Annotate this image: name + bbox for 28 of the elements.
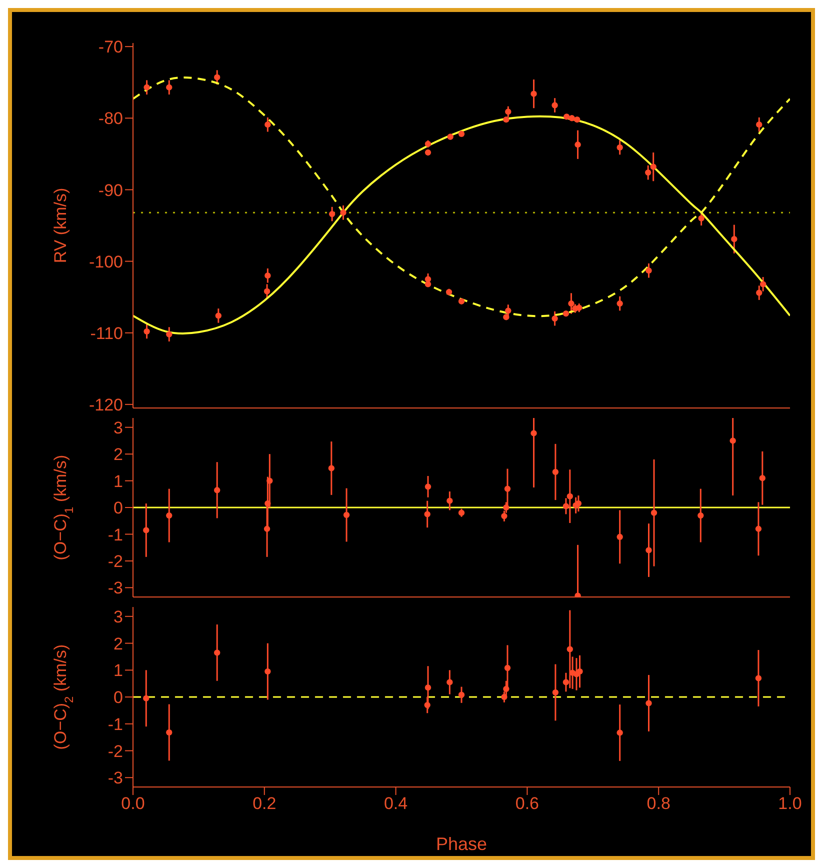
x-tick-label: 0.4: [384, 794, 408, 814]
y-tick-label: -2: [108, 742, 123, 761]
y-tick-label: -110: [90, 324, 123, 343]
y-tick-label: 1: [114, 661, 123, 680]
y-axis-title: RV (km/s): [51, 188, 70, 264]
y-tick-label: -2: [108, 552, 123, 571]
y-tick-label: 2: [114, 445, 123, 464]
y-tick-label: 2: [114, 634, 123, 654]
y-tick-label: -3: [108, 578, 123, 598]
y-tick-label: 1: [114, 472, 123, 491]
x-tick-label: 0.8: [646, 794, 670, 814]
y-tick-label: -90: [98, 180, 123, 200]
y-tick-label: -1: [108, 714, 123, 734]
x-tick-label: 1.0: [778, 794, 802, 814]
y-tick-label: -70: [98, 38, 123, 57]
y-tick-label: 3: [114, 607, 123, 626]
y-tick-label: -120: [88, 395, 123, 414]
y-tick-label: -3: [108, 768, 123, 788]
y-tick-label: -100: [88, 252, 123, 272]
x-tick-label: 0.6: [515, 794, 540, 814]
y-tick-label: 0: [114, 688, 123, 708]
y-tick-label: -1: [108, 525, 123, 544]
y-tick-label: 3: [114, 418, 123, 438]
x-tick-label: 0.0: [121, 794, 145, 814]
x-axis-title: Phase: [436, 834, 488, 854]
x-tick-label: 0.2: [252, 794, 276, 814]
y-tick-label: -80: [98, 109, 123, 128]
y-tick-label: 0: [114, 498, 123, 518]
